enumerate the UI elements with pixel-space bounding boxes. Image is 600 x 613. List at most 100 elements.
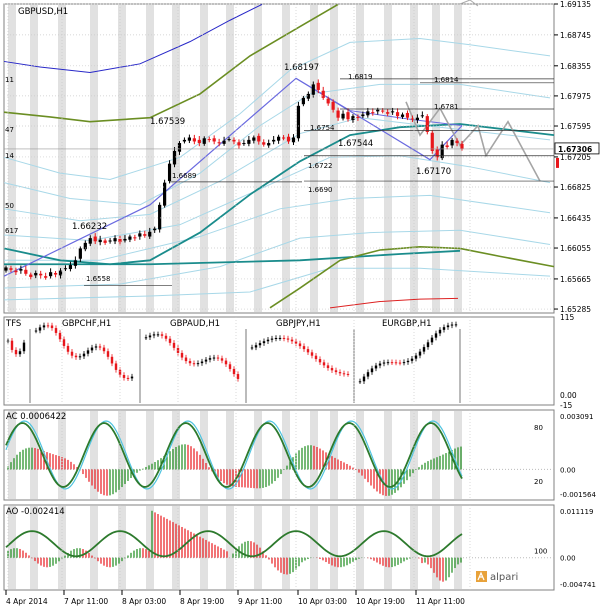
- candle-body: [410, 118, 415, 120]
- candle: [108, 238, 112, 244]
- candle: [450, 137, 454, 149]
- tfs-candle: [144, 334, 148, 341]
- tfs-candle: [366, 369, 370, 380]
- tfs-body: [82, 353, 86, 357]
- session-stripe: [282, 506, 290, 589]
- tfs-body: [204, 359, 208, 362]
- candle-body: [311, 84, 315, 95]
- candle-body: [247, 139, 251, 144]
- session-stripe: [30, 5, 38, 312]
- candle-body: [4, 267, 8, 271]
- price-tick-label: 1.67975: [560, 92, 591, 101]
- price-annotation: 1.6754: [310, 124, 335, 132]
- band-cyan-1: [3, 37, 551, 181]
- candle-body: [143, 234, 147, 236]
- session-stripe: [146, 411, 154, 499]
- tfs-body: [366, 372, 370, 377]
- tfs-body: [314, 355, 318, 360]
- candle: [232, 137, 236, 145]
- session-stripe: [310, 5, 318, 312]
- candle-body: [163, 182, 167, 206]
- tfs-body: [334, 370, 338, 373]
- tfs-candle: [250, 344, 254, 351]
- tfs-candle: [378, 360, 382, 369]
- candle-body: [93, 236, 97, 242]
- tfs-body: [236, 374, 240, 379]
- tfs-candle: [278, 335, 282, 341]
- tfs-body: [188, 361, 192, 364]
- candle-body: [331, 101, 335, 110]
- candle-body: [272, 139, 276, 142]
- tfs-candle: [130, 373, 134, 382]
- session-stripe: [310, 506, 318, 589]
- candle: [257, 133, 261, 145]
- tfs-candle: [382, 359, 386, 367]
- candle: [242, 139, 246, 146]
- tfs-candle: [254, 342, 258, 351]
- candle-body: [148, 231, 152, 237]
- tfs-candle: [220, 355, 224, 364]
- tfs-candle: [86, 347, 90, 357]
- candle-body: [98, 239, 102, 243]
- candle-body: [361, 114, 365, 117]
- tfs-body: [90, 347, 94, 351]
- tfs-body: [306, 349, 310, 353]
- tfs-body: [152, 334, 156, 336]
- tfs-body: [184, 357, 188, 362]
- candle-body: [435, 149, 439, 158]
- candle: [306, 91, 310, 102]
- band-cyan-7: [3, 267, 551, 301]
- tfs-body: [434, 333, 438, 338]
- tfs-candle: [70, 349, 74, 359]
- price-tick-label: 1.67205: [560, 153, 591, 162]
- tfs-body: [102, 347, 106, 352]
- tfs-candle: [236, 371, 240, 382]
- tfs-body: [208, 358, 212, 360]
- candle: [177, 141, 182, 155]
- session-stripe: [8, 411, 16, 499]
- candle-body: [366, 111, 370, 116]
- candle: [53, 271, 58, 278]
- candle-body: [341, 113, 345, 119]
- tfs-body: [438, 329, 442, 334]
- session-stripe: [146, 506, 154, 589]
- left-edge-label: 11: [5, 76, 14, 84]
- candle: [49, 268, 53, 279]
- candle-body: [257, 135, 261, 142]
- candle: [267, 139, 271, 148]
- price-annotation: 1.6558: [86, 275, 111, 283]
- tfs-candle: [330, 365, 334, 374]
- candle: [172, 147, 177, 168]
- tfs-candle: [262, 338, 266, 346]
- tfs-candle: [398, 359, 402, 366]
- tfs-body: [22, 342, 26, 352]
- candle-body: [58, 270, 63, 276]
- candle-body: [187, 137, 191, 141]
- tfs-candle: [430, 334, 434, 346]
- tfs-body: [122, 375, 126, 378]
- tfs-body: [298, 343, 302, 347]
- tfs-body: [418, 351, 422, 356]
- tfs-title: TFS: [5, 319, 21, 329]
- tfs-candle: [148, 332, 152, 341]
- candle-body: [34, 272, 38, 276]
- tfs-body: [378, 363, 382, 366]
- tfs-body: [270, 338, 274, 340]
- price-annotation: 1.66232: [72, 222, 107, 232]
- tfs-candle: [224, 357, 228, 367]
- band-cyan-5: [4, 194, 551, 261]
- time-label: 7 Apr 11:00: [64, 597, 108, 606]
- price-annotation: 1.67170: [416, 167, 451, 177]
- tfs-body: [34, 330, 38, 332]
- candle-body: [29, 274, 33, 277]
- left-edge-label: 617: [5, 227, 18, 235]
- band-olive-lower: [269, 246, 555, 309]
- candle-body: [242, 143, 246, 145]
- candle-body: [49, 272, 53, 277]
- tfs-candle: [406, 358, 410, 365]
- candle-body: [113, 238, 117, 242]
- candle-body: [306, 93, 310, 99]
- candle: [133, 234, 137, 241]
- tfs-body: [42, 325, 46, 328]
